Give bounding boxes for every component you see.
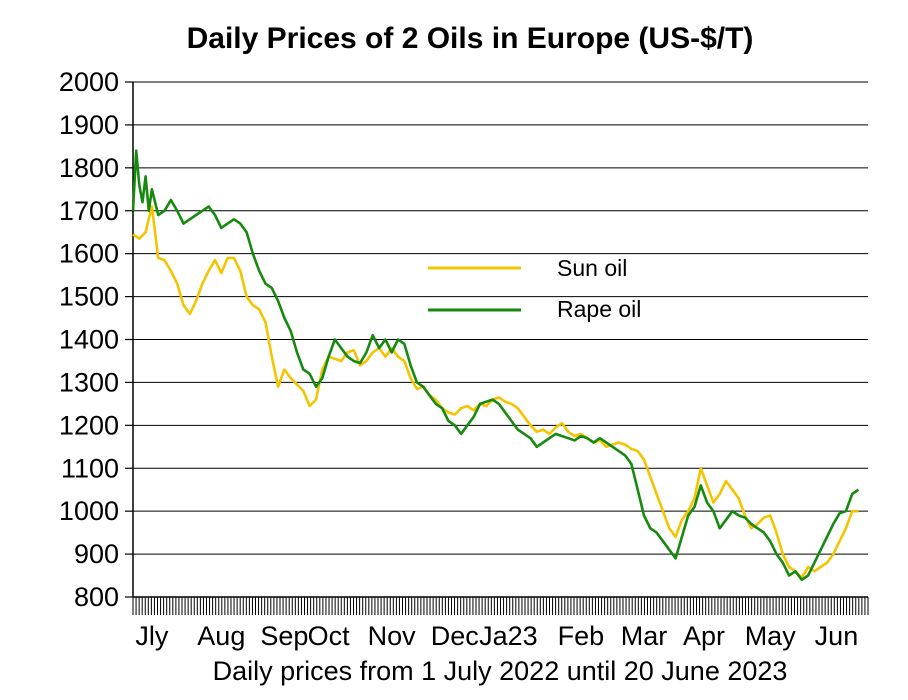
x-axis-day-ticks: [132, 597, 869, 615]
y-tick-label: 1500: [59, 282, 119, 312]
y-tick-label: 1600: [59, 239, 119, 269]
y-tick-label: 1400: [59, 325, 119, 355]
grid-lines: [133, 81, 868, 598]
series-line-rape-oil: [131, 149, 860, 582]
y-tick-label: 1100: [61, 453, 119, 483]
x-month-label: Aug: [197, 621, 245, 651]
x-month-label: Sep: [260, 621, 308, 651]
chart-title: Daily Prices of 2 Oils in Europe (US-$/T…: [187, 22, 754, 55]
y-tick-label: 1800: [59, 153, 119, 183]
x-month-label: Ja23: [479, 621, 538, 651]
x-month-label: Nov: [368, 621, 417, 651]
y-tick-label: 1700: [59, 196, 119, 226]
x-month-label: Jly: [135, 621, 168, 651]
x-axis-title: Daily prices from 1 July 2022 until 20 J…: [213, 656, 788, 686]
x-month-label: Apr: [683, 621, 725, 651]
y-tick-label: 1300: [59, 367, 119, 397]
y-tick-label: 1200: [59, 410, 119, 440]
x-month-label: Mar: [621, 621, 668, 651]
y-tick-label: 1900: [59, 110, 119, 140]
y-tick-label: 900: [74, 539, 119, 569]
y-tick-label: 2000: [59, 67, 119, 97]
y-tick-label: 1000: [59, 496, 119, 526]
x-month-label: May: [745, 621, 797, 651]
x-month-label: Jun: [815, 621, 859, 651]
x-month-label: Oct: [308, 621, 351, 651]
y-tick-label: 800: [74, 582, 119, 612]
series-lines: [131, 149, 860, 582]
legend: Sun oil Rape oil: [428, 255, 641, 322]
x-month-label: Feb: [558, 621, 605, 651]
legend-label-rape-oil: Rape oil: [557, 296, 641, 322]
x-month-label: Dec: [431, 621, 479, 651]
legend-label-sun-oil: Sun oil: [557, 255, 627, 281]
x-axis-month-labels: Jly Aug Sep Oct Nov Dec Ja23 Feb Mar Apr May Jun: [135, 621, 858, 651]
series-line-sun-oil: [132, 205, 859, 579]
y-axis-ticks: 800 900 1000 1100 1200 1300 1400 1500 1600 1700 18…: [59, 67, 133, 612]
